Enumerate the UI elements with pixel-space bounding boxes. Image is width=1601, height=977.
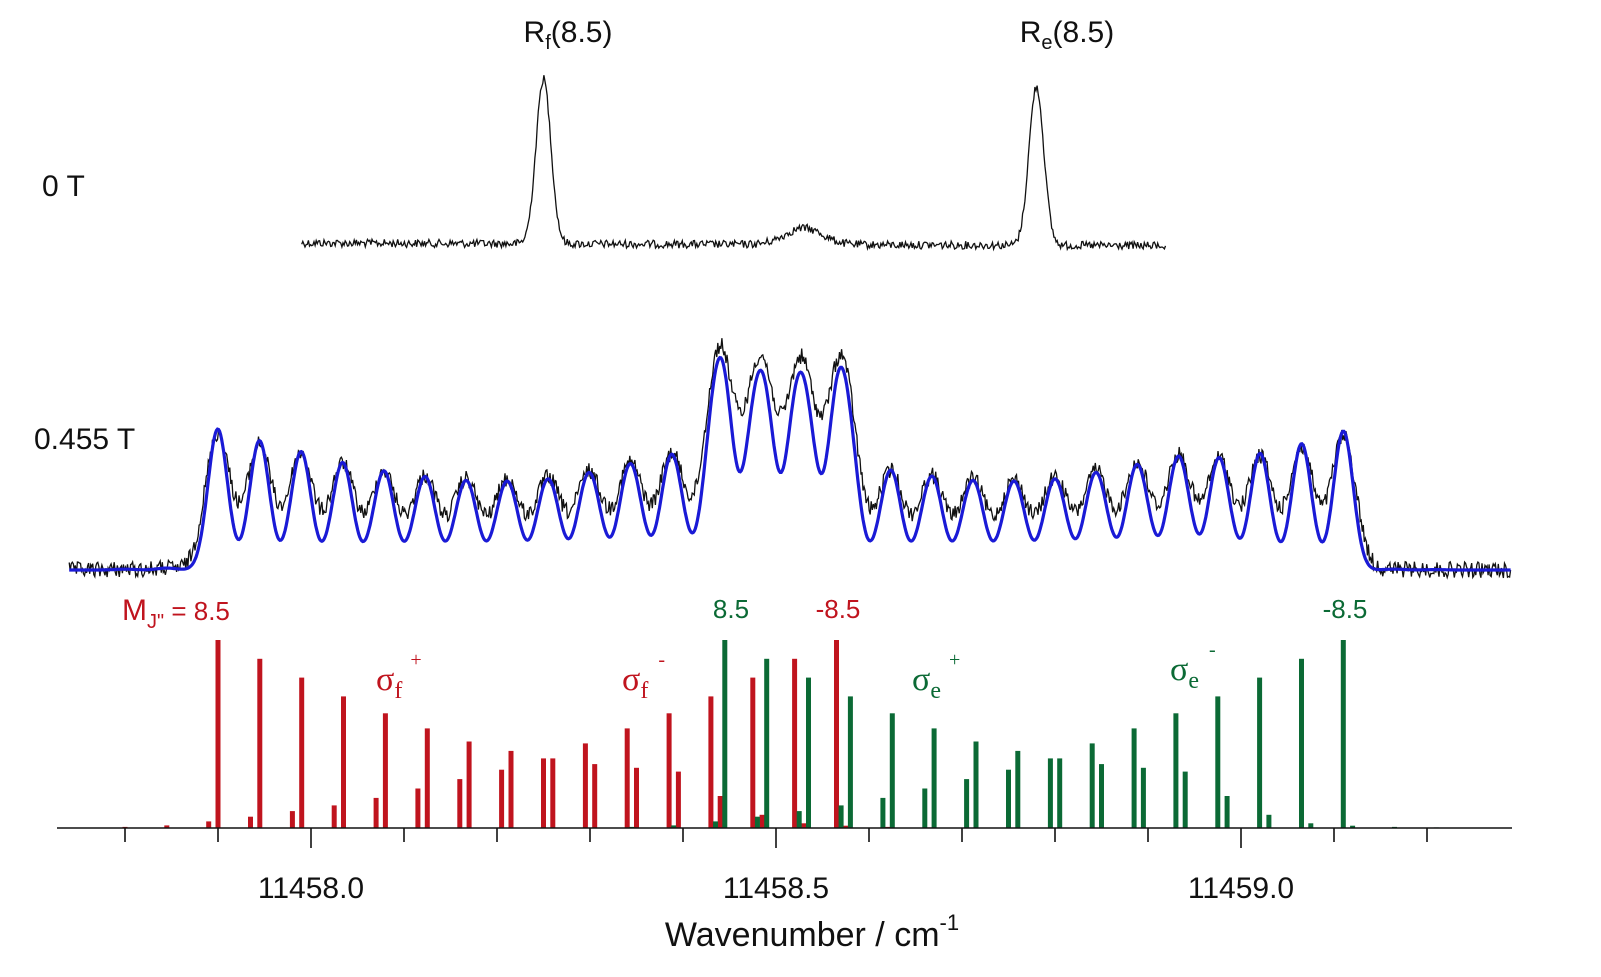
sigma-e-plus-stick <box>1266 814 1272 828</box>
sigma-e-minus-stick <box>796 811 802 828</box>
sigma-f-plus-stick <box>508 750 514 828</box>
sigma-f-plus-stick <box>592 764 598 828</box>
sigma-f-minus-stick <box>624 728 630 828</box>
sigma-f-plus-stick <box>801 823 807 828</box>
x-tick-label: 11458.0 <box>258 872 364 905</box>
x-tick-label: 11458.5 <box>723 872 829 905</box>
sigma-f-minus-stick <box>750 677 756 828</box>
sigma-e-plus-stick <box>931 728 937 828</box>
x-axis-tick-labels: 11458.0 11458.5 11459.0 <box>258 872 1294 905</box>
sigma-f-plus-stick <box>675 771 681 828</box>
sigma-f-minus-stick <box>248 816 253 828</box>
sigma-e-minus-stick <box>671 825 677 828</box>
zero-field-trace <box>301 75 1167 252</box>
sigma-f-minus-stick <box>289 811 295 828</box>
sigma-e-minus-stick <box>1299 658 1304 828</box>
sigma-f-plus-stick <box>424 728 430 828</box>
sigma-f-plus-stick <box>215 640 221 828</box>
sigma-e-plus-stick <box>847 696 853 828</box>
red-minus-label: -8.5 <box>816 594 861 624</box>
experimental-trace <box>68 338 1512 580</box>
peak-label-rf: Rf(8.5) <box>524 16 613 54</box>
sigma-f-plus-stick <box>717 796 723 828</box>
sigma-e-plus-stick <box>722 640 728 828</box>
sigma-f-plus-stick <box>257 658 263 828</box>
sigma-f-plus-stick <box>843 825 849 828</box>
sigma-f-minus-stick <box>582 743 588 828</box>
green-plus-label: 8.5 <box>713 594 749 624</box>
sigma-e-minus-stick <box>838 805 844 828</box>
sigma-f-minus-label: σf- <box>622 649 665 704</box>
sigma-f-minus-stick <box>415 788 421 828</box>
sigma-e-plus-stick <box>1099 764 1104 828</box>
sigma-e-minus-stick <box>1131 728 1137 828</box>
sigma-f-plus-stick <box>634 767 639 828</box>
sigma-e-plus-stick <box>1015 750 1021 828</box>
peak-label-re: Re(8.5) <box>1020 16 1114 54</box>
sigma-e-minus-stick <box>1340 640 1346 828</box>
trace-label-field: 0.455 T <box>34 423 135 456</box>
x-axis-label: Wavenumber / cm-1 <box>665 910 959 954</box>
sigma-e-plus-stick <box>1224 796 1230 828</box>
simulation-trace <box>69 355 1511 572</box>
sigma-e-minus-stick <box>1047 758 1053 828</box>
sigma-f-plus-stick <box>550 758 556 828</box>
sigma-e-plus-stick <box>973 741 979 828</box>
sigma-f-plus-stick <box>299 677 305 828</box>
stick-spectrum <box>122 640 1439 829</box>
sigma-e-minus-stick <box>922 788 928 828</box>
sigma-e-plus-stick <box>1308 823 1314 828</box>
sigma-f-plus-stick <box>341 696 346 828</box>
sigma-f-minus-stick <box>834 640 839 828</box>
trace-label-zero-field: 0 T <box>42 170 85 203</box>
sigma-f-minus-stick <box>666 713 672 828</box>
sigma-f-minus-stick <box>541 758 546 828</box>
x-tick-label: 11459.0 <box>1188 872 1294 905</box>
sigma-e-minus-stick <box>754 816 760 828</box>
mj-label: MJ" = 8.5 <box>122 594 230 633</box>
sigma-e-plus-label: σe+ <box>912 649 960 704</box>
sigma-e-minus-stick <box>1089 743 1095 828</box>
sigma-f-minus-stick <box>457 779 463 828</box>
sigma-e-minus-stick <box>1215 696 1221 828</box>
sigma-f-plus-stick <box>466 741 472 828</box>
sigma-f-minus-stick <box>331 805 337 828</box>
sigma-f-plus-stick <box>759 814 765 828</box>
sigma-f-minus-stick <box>206 821 212 828</box>
sigma-e-plus-stick <box>1140 767 1146 828</box>
sigma-e-minus-stick <box>880 797 886 828</box>
sigma-f-minus-stick <box>164 825 170 828</box>
sigma-f-plus-stick <box>382 713 388 828</box>
sigma-e-minus-label: σe- <box>1170 639 1216 694</box>
green-minus-label: -8.5 <box>1323 594 1368 624</box>
sigma-e-plus-stick <box>764 658 770 828</box>
sigma-f-minus-stick <box>792 658 798 828</box>
sigma-e-plus-stick <box>889 713 895 828</box>
sigma-e-minus-stick <box>1006 769 1011 828</box>
sigma-e-minus-stick <box>964 779 970 828</box>
sigma-f-minus-stick <box>708 696 714 828</box>
sigma-e-minus-stick <box>713 821 718 828</box>
sigma-e-plus-stick <box>1057 758 1063 828</box>
sigma-e-plus-stick <box>1350 825 1356 828</box>
sigma-e-minus-stick <box>1173 713 1179 828</box>
sigma-e-plus-stick <box>806 677 811 828</box>
sigma-f-plus-label: σf+ <box>376 649 422 704</box>
sigma-e-minus-stick <box>1257 677 1263 828</box>
sigma-f-minus-stick <box>373 797 379 828</box>
sigma-f-minus-stick <box>499 769 505 828</box>
x-axis-ticks <box>124 828 1428 848</box>
sigma-e-plus-stick <box>1182 771 1188 828</box>
